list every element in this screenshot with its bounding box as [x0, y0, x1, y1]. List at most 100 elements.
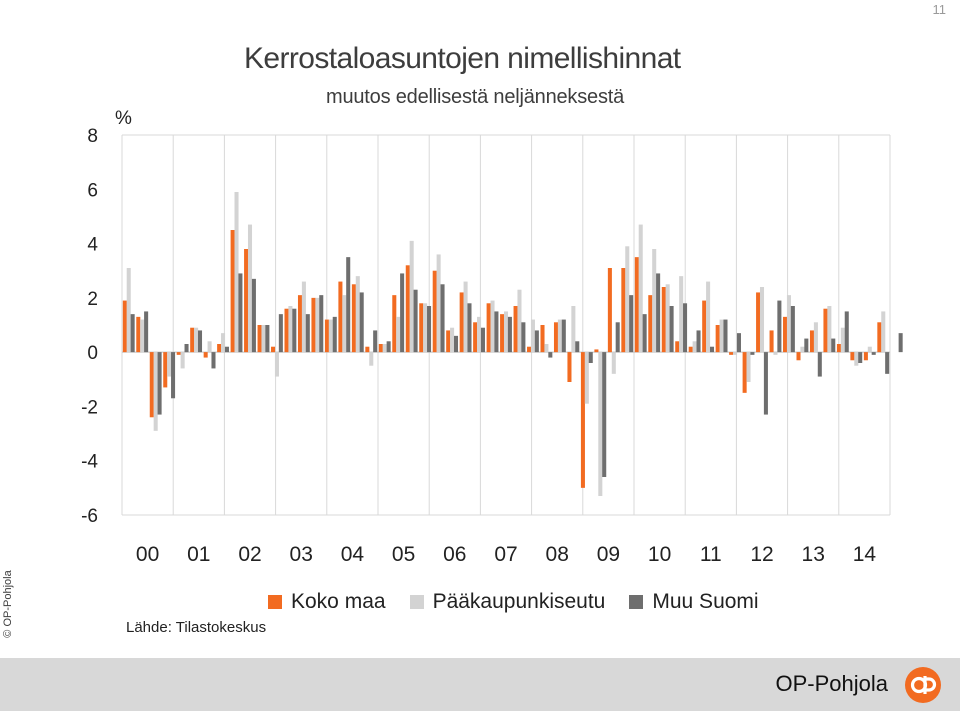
x-tick-label: 05 — [392, 543, 415, 566]
bar-paakaupunkiseutu — [355, 276, 360, 353]
bar-paakaupunkiseutu — [867, 346, 872, 353]
bar-koko-maa — [473, 322, 478, 353]
bar-koko-maa — [580, 352, 585, 488]
y-tick-label: -2 — [81, 397, 98, 418]
bar-paakaupunkiseutu — [759, 287, 765, 353]
bar-paakaupunkiseutu — [261, 325, 266, 353]
bar-koko-maa — [446, 330, 451, 353]
bar-paakaupunkiseutu — [530, 319, 535, 353]
chart-legend: Koko maa Pääkaupunkiseutu Muu Suomi — [268, 590, 783, 614]
bar-muu-suomi — [534, 330, 539, 353]
bar-paakaupunkiseutu — [584, 352, 589, 404]
bar-koko-maa — [756, 292, 761, 353]
bar-paakaupunkiseutu — [180, 352, 185, 369]
footer-bar: OP-Pohjola — [0, 658, 960, 711]
bar-muu-suomi — [656, 273, 661, 353]
bar-koko-maa — [500, 314, 505, 353]
bar-muu-suomi — [184, 344, 189, 353]
x-tick-label: 03 — [290, 543, 313, 566]
legend-item-muu-suomi: Muu Suomi — [629, 590, 759, 614]
bar-paakaupunkiseutu — [652, 249, 657, 353]
bar-koko-maa — [675, 341, 680, 353]
bar-paakaupunkiseutu — [813, 322, 818, 353]
bar-muu-suomi — [777, 300, 782, 353]
bar-koko-maa — [553, 322, 559, 353]
page-number: 11 — [932, 2, 947, 17]
bar-muu-suomi — [197, 330, 203, 353]
bar-paakaupunkiseutu — [207, 341, 212, 353]
bar-paakaupunkiseutu — [423, 303, 428, 353]
bar-muu-suomi — [723, 319, 728, 353]
bar-paakaupunkiseutu — [625, 246, 630, 353]
bar-muu-suomi — [898, 333, 903, 353]
bar-muu-suomi — [413, 289, 418, 353]
bar-koko-maa — [203, 352, 208, 358]
bar-muu-suomi — [602, 352, 607, 477]
bar-paakaupunkiseutu — [450, 327, 455, 353]
bar-paakaupunkiseutu — [840, 327, 845, 353]
bar-paakaupunkiseutu — [827, 306, 832, 353]
bar-paakaupunkiseutu — [167, 352, 172, 377]
bar-paakaupunkiseutu — [800, 346, 805, 353]
x-tick-label: 04 — [341, 543, 365, 566]
bar-koko-maa — [378, 344, 383, 353]
bar-koko-maa — [702, 300, 707, 353]
bar-paakaupunkiseutu — [854, 352, 859, 366]
bar-koko-maa — [419, 303, 424, 353]
bar-paakaupunkiseutu — [126, 268, 131, 353]
bar-muu-suomi — [885, 352, 890, 374]
bar-koko-maa — [230, 230, 235, 353]
legend-item-paakaupunkiseutu: Pääkaupunkiseutu — [409, 590, 606, 614]
bar-koko-maa — [742, 352, 747, 393]
bar-paakaupunkiseutu — [571, 306, 576, 353]
bar-paakaupunkiseutu — [692, 341, 697, 353]
bar-muu-suomi — [615, 322, 620, 353]
bar-koko-maa — [783, 316, 788, 353]
x-tick-label: 12 — [750, 543, 773, 566]
bar-paakaupunkiseutu — [140, 319, 145, 353]
legend-item-koko-maa: Koko maa — [268, 590, 386, 614]
bar-koko-maa — [621, 268, 626, 353]
bar-muu-suomi — [683, 303, 688, 353]
y-tick-label: 6 — [87, 180, 98, 201]
bar-paakaupunkiseutu — [786, 295, 791, 353]
bar-paakaupunkiseutu — [706, 281, 711, 353]
bar-paakaupunkiseutu — [665, 284, 670, 353]
bar-muu-suomi — [332, 316, 337, 353]
bar-muu-suomi — [440, 284, 445, 353]
bar-paakaupunkiseutu — [719, 319, 724, 353]
bar-koko-maa — [324, 319, 329, 353]
bar-koko-maa — [176, 352, 181, 355]
bar-muu-suomi — [171, 352, 176, 399]
bar-koko-maa — [769, 330, 774, 353]
bar-koko-maa — [297, 295, 303, 353]
bar-muu-suomi — [669, 306, 674, 353]
bar-koko-maa — [607, 268, 612, 353]
bar-paakaupunkiseutu — [382, 344, 387, 353]
bar-koko-maa — [271, 346, 276, 353]
bar-muu-suomi — [548, 352, 553, 358]
y-tick-label: 2 — [87, 289, 98, 310]
x-tick-label: 02 — [238, 543, 261, 566]
bar-koko-maa — [284, 308, 289, 353]
brand-name: OP-Pohjola — [775, 671, 888, 696]
x-tick-label: 10 — [648, 543, 671, 566]
bar-muu-suomi — [130, 314, 135, 353]
bar-paakaupunkiseutu — [315, 297, 320, 353]
x-tick-label: 06 — [443, 543, 466, 566]
bar-paakaupunkiseutu — [247, 224, 253, 353]
bar-muu-suomi — [507, 316, 512, 353]
bar-muu-suomi — [373, 330, 378, 353]
y-tick-label: 0 — [87, 343, 98, 364]
legend-label-koko-maa: Koko maa — [291, 590, 386, 613]
bar-koko-maa — [729, 352, 734, 355]
bar-koko-maa — [257, 325, 262, 353]
bar-koko-maa — [405, 265, 410, 353]
x-tick-label: 01 — [187, 543, 210, 566]
bar-koko-maa — [648, 295, 653, 353]
x-tick-label: 13 — [802, 543, 825, 566]
legend-label-paakaupunkiseutu: Pääkaupunkiseutu — [432, 590, 606, 613]
bar-koko-maa — [163, 352, 168, 388]
legend-swatch-koko-maa — [268, 595, 282, 609]
bar-muu-suomi — [144, 311, 149, 353]
